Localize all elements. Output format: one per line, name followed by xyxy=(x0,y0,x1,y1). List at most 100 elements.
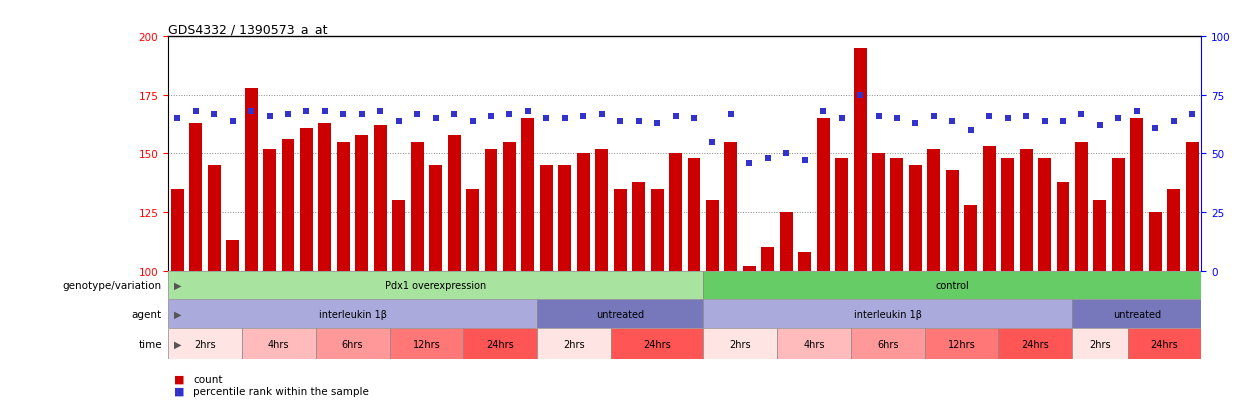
Point xyxy=(740,160,759,167)
Point xyxy=(886,116,906,122)
Text: 2hrs: 2hrs xyxy=(1089,339,1111,349)
Bar xyxy=(355,135,369,271)
Bar xyxy=(651,189,664,271)
Point xyxy=(260,113,280,120)
Bar xyxy=(835,159,848,271)
Point xyxy=(813,109,833,115)
Point xyxy=(296,109,316,115)
Text: 24hrs: 24hrs xyxy=(1021,339,1050,349)
Point xyxy=(758,155,778,162)
Text: 24hrs: 24hrs xyxy=(1150,339,1179,349)
Bar xyxy=(576,154,590,271)
Bar xyxy=(725,142,737,271)
Point xyxy=(666,113,686,120)
Bar xyxy=(703,299,1072,328)
Point xyxy=(832,116,852,122)
Bar xyxy=(850,328,925,359)
Bar xyxy=(1001,159,1015,271)
Point xyxy=(610,118,630,125)
Point xyxy=(777,151,797,157)
Text: 12hrs: 12hrs xyxy=(412,339,441,349)
Bar xyxy=(316,328,390,359)
Point xyxy=(980,113,1000,120)
Text: interleukin 1β: interleukin 1β xyxy=(854,309,921,319)
Text: 24hrs: 24hrs xyxy=(487,339,514,349)
Bar xyxy=(168,299,537,328)
Text: GDS4332 / 1390573_a_at: GDS4332 / 1390573_a_at xyxy=(168,23,327,36)
Bar xyxy=(540,166,553,271)
Point xyxy=(794,158,814,164)
Point xyxy=(223,118,243,125)
Bar xyxy=(743,266,756,271)
Bar xyxy=(1130,119,1143,271)
Bar xyxy=(227,241,239,271)
Bar xyxy=(982,147,996,271)
Bar xyxy=(1020,150,1032,271)
Bar xyxy=(390,328,463,359)
Point xyxy=(537,116,557,122)
Bar xyxy=(168,271,703,299)
Point xyxy=(1035,118,1055,125)
Bar xyxy=(706,201,718,271)
Bar xyxy=(300,128,312,271)
Point xyxy=(278,111,298,118)
Bar xyxy=(779,213,793,271)
Text: 24hrs: 24hrs xyxy=(644,339,671,349)
Text: ▶: ▶ xyxy=(174,280,182,290)
Bar xyxy=(448,135,461,271)
Text: 4hrs: 4hrs xyxy=(803,339,824,349)
Point xyxy=(1108,116,1128,122)
Text: genotype/variation: genotype/variation xyxy=(62,280,162,290)
Bar xyxy=(1168,189,1180,271)
Text: 6hrs: 6hrs xyxy=(342,339,364,349)
Bar xyxy=(1074,142,1088,271)
Bar xyxy=(1149,213,1162,271)
Point xyxy=(1183,111,1203,118)
Bar xyxy=(1185,142,1199,271)
Point xyxy=(463,118,483,125)
Bar xyxy=(872,154,885,271)
Bar xyxy=(411,142,423,271)
Bar xyxy=(189,123,202,271)
Point xyxy=(315,109,335,115)
Point xyxy=(1053,118,1073,125)
Text: ■: ■ xyxy=(174,386,184,396)
Point xyxy=(388,118,408,125)
Point xyxy=(647,120,667,127)
Bar xyxy=(669,154,682,271)
Point xyxy=(352,111,372,118)
Bar xyxy=(817,119,829,271)
Bar xyxy=(798,252,812,271)
Bar xyxy=(777,328,850,359)
Text: 4hrs: 4hrs xyxy=(268,339,290,349)
Bar xyxy=(466,189,479,271)
Bar xyxy=(928,150,940,271)
Bar xyxy=(925,328,998,359)
Bar xyxy=(1093,201,1107,271)
Bar xyxy=(998,328,1072,359)
Point xyxy=(499,111,519,118)
Text: 2hrs: 2hrs xyxy=(194,339,215,349)
Text: 12hrs: 12hrs xyxy=(947,339,975,349)
Text: count: count xyxy=(193,374,223,384)
Bar xyxy=(1072,299,1201,328)
Bar xyxy=(537,328,611,359)
Bar xyxy=(854,49,867,271)
Bar xyxy=(522,119,534,271)
Bar xyxy=(611,328,703,359)
Point xyxy=(426,116,446,122)
Text: time: time xyxy=(138,339,162,349)
Bar xyxy=(537,299,703,328)
Point xyxy=(573,113,593,120)
Text: 2hrs: 2hrs xyxy=(563,339,585,349)
Bar xyxy=(281,140,295,271)
Bar xyxy=(946,171,959,271)
Bar xyxy=(463,328,537,359)
Text: untreated: untreated xyxy=(596,309,644,319)
Bar xyxy=(245,89,258,271)
Point xyxy=(1145,125,1165,132)
Bar xyxy=(890,159,904,271)
Point xyxy=(186,109,205,115)
Bar xyxy=(168,328,242,359)
Text: ■: ■ xyxy=(174,374,184,384)
